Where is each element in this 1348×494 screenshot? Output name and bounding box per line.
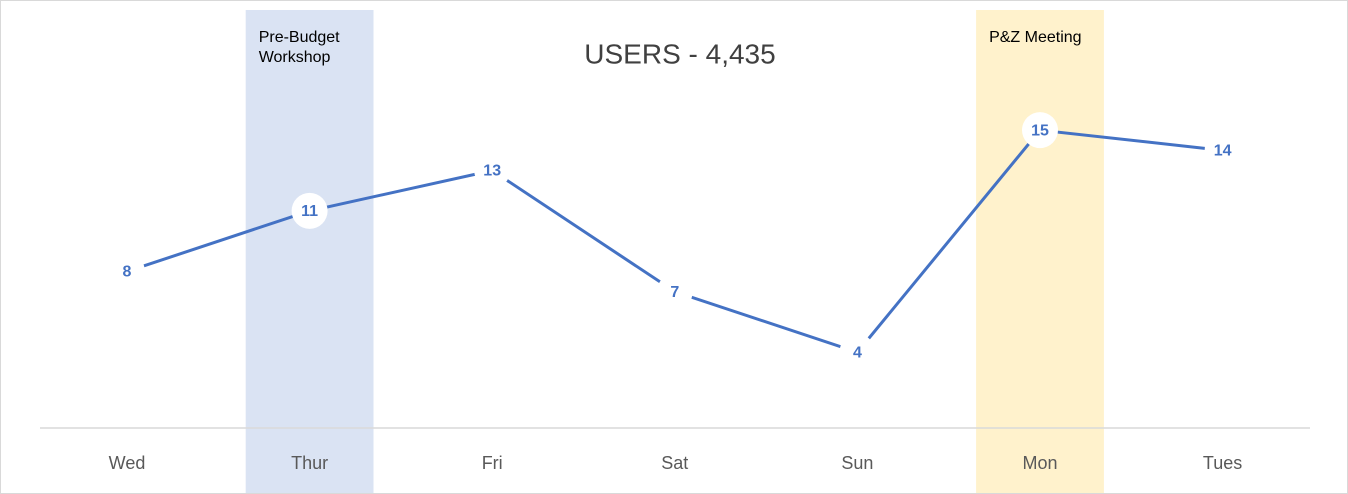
- highlight-band: [976, 10, 1104, 494]
- point-marker: [1204, 132, 1241, 169]
- data-label: 15: [1031, 122, 1049, 139]
- data-label: 7: [670, 284, 679, 301]
- chart-title: USERS - 4,435: [584, 38, 775, 69]
- annotation: P&Z Meeting: [989, 29, 1082, 46]
- point-marker: [1022, 112, 1058, 149]
- point-marker: [656, 273, 693, 310]
- x-tick-label: Mon: [1022, 453, 1057, 473]
- data-label: 4: [853, 344, 862, 361]
- data-label: 11: [301, 203, 318, 220]
- point-marker: [839, 334, 876, 371]
- data-label: 14: [1214, 143, 1232, 160]
- data-label: 8: [123, 264, 132, 281]
- x-tick-label: Sat: [661, 453, 688, 473]
- point-marker: [474, 152, 511, 189]
- point-marker: [109, 253, 145, 290]
- x-tick-label: Thur: [291, 453, 328, 473]
- data-label: 13: [483, 163, 501, 180]
- x-tick-label: Wed: [109, 453, 146, 473]
- point-marker: [291, 192, 328, 229]
- x-tick-label: Tues: [1203, 453, 1242, 473]
- x-tick-label: Sun: [841, 453, 873, 473]
- annotation: Pre-Budget Workshop: [258, 29, 340, 66]
- x-tick-label: Fri: [482, 453, 503, 473]
- highlight-band: [245, 10, 374, 494]
